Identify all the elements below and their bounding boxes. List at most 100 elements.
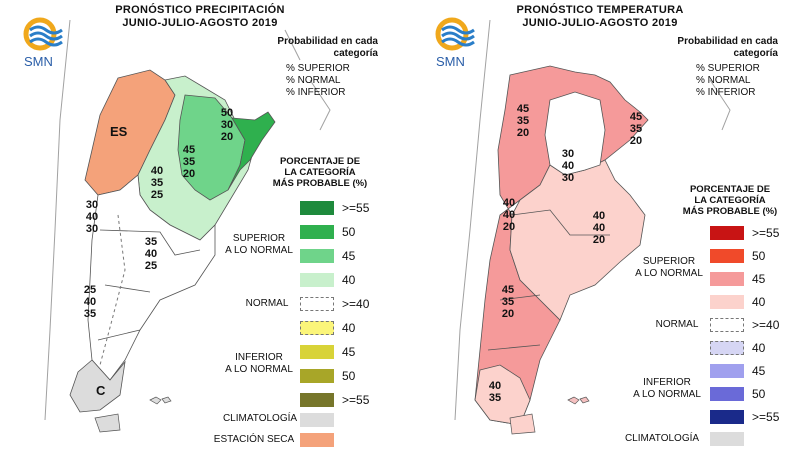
legend-swatch (710, 272, 744, 286)
map-value: 25 (83, 284, 97, 296)
pct-heading: PORCENTAJE DE LA CATEGORÍA MÁS PROBABLE … (680, 184, 780, 217)
precip-title-line2: JUNIO-JULIO-AGOSTO 2019 (122, 17, 278, 29)
legend-swatch (300, 433, 334, 447)
legend-row: 50 (300, 224, 355, 240)
map-value: 20 (182, 168, 196, 180)
cat-inferior-line2: A LO NORMAL (633, 389, 701, 400)
map-value: 20 (516, 127, 530, 139)
pct-heading-line1: PORCENTAJE DE (279, 156, 361, 167)
map-value: 35 (629, 123, 643, 135)
map-value: 40 (502, 209, 516, 221)
map-label-ne: 45 35 20 (623, 111, 649, 147)
map-label-cuyo: 30 40 30 (79, 199, 105, 235)
legend-row: >=55 (300, 392, 369, 408)
legend-swatch (300, 297, 334, 311)
legend-value: 45 (342, 249, 356, 263)
smn-logo-text: SMN (24, 54, 53, 69)
legend-swatch (300, 413, 334, 427)
legend-value: 40 (752, 341, 766, 355)
prob-cat-inferior: % INFERIOR (696, 87, 756, 98)
temperature-map (454, 19, 731, 435)
legend-row: 50 (710, 248, 765, 264)
legend-value: 40 (342, 273, 356, 287)
legend-cat-inferior: INFERIOR A LO NORMAL (214, 352, 304, 376)
legend-row: >=55 (710, 409, 779, 425)
legend-swatch (710, 226, 744, 240)
map-value: 35 (150, 177, 164, 189)
legend-cat-climatologia: CLIMATOLOGÍA (222, 413, 298, 424)
map-value: 20 (592, 234, 606, 246)
smn-logo: SMN (22, 14, 74, 74)
map-value: 40 (150, 165, 164, 177)
legend-value: >=40 (342, 297, 370, 311)
prob-cat-superior: % SUPERIOR (696, 63, 760, 74)
map-value: 40 (592, 222, 606, 234)
legend-value: 45 (752, 364, 766, 378)
prob-cat-superior: % SUPERIOR (286, 63, 350, 74)
map-value: 45 (629, 111, 643, 123)
map-label-pampa: 35 40 25 (138, 236, 164, 272)
precipitation-panel: PRONÓSTICO PRECIPITACIÓN JUNIO-JULIO-AGO… (0, 4, 400, 448)
map-value: 30 (85, 199, 99, 211)
pct-heading: PORCENTAJE DE LA CATEGORÍA MÁS PROBABLE … (270, 156, 370, 189)
map-letter-c: C (96, 383, 106, 398)
prob-heading: Probabilidad en cada categoría (677, 36, 778, 60)
cat-inferior-line1: INFERIOR (235, 352, 283, 363)
legend-cat-normal: NORMAL (245, 298, 289, 309)
map-value: 30 (561, 148, 575, 160)
prob-heading: Probabilidad en cada categoría (277, 36, 378, 60)
legend-swatch (710, 410, 744, 424)
map-value: 40 (502, 197, 516, 209)
legend-swatch (710, 432, 744, 446)
legend-swatch (710, 364, 744, 378)
legend-row: 45 (300, 248, 355, 264)
smn-logo: SMN (434, 14, 486, 74)
legend-value: 50 (342, 369, 356, 383)
prob-categories: % SUPERIOR % NORMAL % INFERIOR (696, 63, 760, 99)
legend-row: 40 (300, 320, 355, 336)
pct-heading-line3: MÁS PROBABLE (%) (272, 178, 368, 189)
map-label-ne: 50 30 20 (214, 107, 240, 143)
map-value: 40 (83, 296, 97, 308)
precip-title: PRONÓSTICO PRECIPITACIÓN JUNIO-JULIO-AGO… (0, 4, 400, 30)
legend-row: 40 (710, 294, 765, 310)
legend-value: 40 (752, 295, 766, 309)
legend-value: >=55 (752, 410, 780, 424)
map-value: 35 (488, 392, 502, 404)
legend-row (300, 432, 334, 448)
legend-row (300, 412, 334, 428)
prob-cat-normal: % NORMAL (286, 75, 341, 86)
legend-cat-superior: SUPERIOR A LO NORMAL (214, 233, 304, 257)
region-climatologia (69, 359, 126, 413)
legend-value: 40 (342, 321, 356, 335)
prob-heading-line1: Probabilidad en cada (677, 36, 778, 47)
legend-swatch (300, 249, 334, 263)
legend-row: 40 (710, 340, 765, 356)
map-value: 35 (182, 156, 196, 168)
map-value: 25 (144, 260, 158, 272)
map-label-litoral: 45 35 20 (176, 144, 202, 180)
region-superior-50 (227, 111, 276, 191)
smn-sun-wave-icon (435, 17, 475, 51)
legend-row: 50 (710, 386, 765, 402)
map-letter-es: ES (110, 124, 128, 139)
map-value: 40 (85, 211, 99, 223)
smn-logo-text: SMN (436, 54, 465, 69)
region-normal (87, 174, 216, 381)
cat-superior-line2: A LO NORMAL (225, 245, 293, 256)
map-value: 20 (629, 135, 643, 147)
map-label-norte-centro: 30 40 30 (555, 148, 581, 184)
map-value: 40 (144, 248, 158, 260)
map-value: 35 (516, 115, 530, 127)
legend-value: >=55 (342, 201, 370, 215)
malvinas-islands (149, 396, 172, 405)
map-label-sur: 40 35 (482, 380, 508, 404)
prob-heading-line2: categoría (733, 48, 778, 59)
map-value: 25 (150, 189, 164, 201)
legend-value: >=40 (752, 318, 780, 332)
map-value: 35 (144, 236, 158, 248)
legend-row: 45 (710, 271, 765, 287)
map-value: 30 (220, 119, 234, 131)
legend-value: 45 (752, 272, 766, 286)
legend-cat-inferior: INFERIOR A LO NORMAL (622, 377, 712, 401)
